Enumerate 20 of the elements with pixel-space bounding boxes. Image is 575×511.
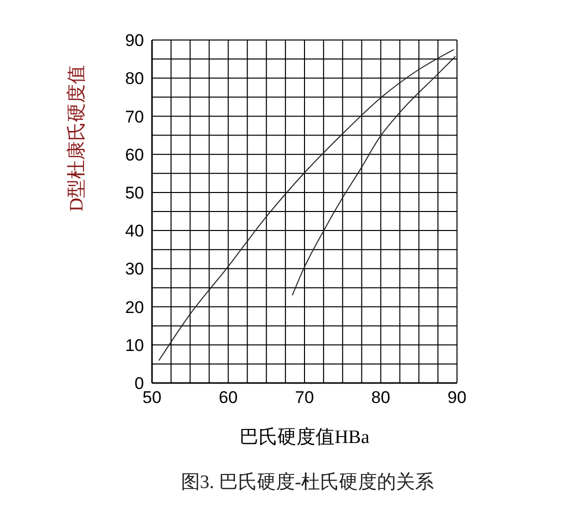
y-tick-label: 10 — [125, 336, 144, 355]
x-tick-label: 50 — [142, 388, 162, 408]
y-tick-label: 90 — [125, 31, 144, 50]
y-tick-label: 40 — [125, 222, 144, 241]
y-axis-title: D型杜康氏硬度值 — [66, 64, 88, 212]
line-series — [292, 56, 456, 296]
y-tick-label: 80 — [125, 69, 144, 88]
y-tick-label: 70 — [125, 107, 144, 126]
y-tick-label: 0 — [134, 374, 144, 394]
x-tick-label: 70 — [295, 388, 314, 408]
x-tick-label: 80 — [371, 388, 390, 408]
y-tick-label: 20 — [125, 298, 144, 317]
text: 图3. 巴氏硬度-杜氏硬度的关系 — [180, 471, 436, 495]
y-tick-label: 60 — [125, 145, 144, 164]
x-tick-label: 90 — [448, 388, 466, 408]
x-axis-title: 巴氏硬度值HBa — [240, 426, 370, 448]
line-series — [158, 49, 454, 362]
x-tick-label: 60 — [218, 388, 238, 408]
y-tick-label: 30 — [125, 260, 144, 279]
y-tick-label: 50 — [125, 183, 144, 202]
